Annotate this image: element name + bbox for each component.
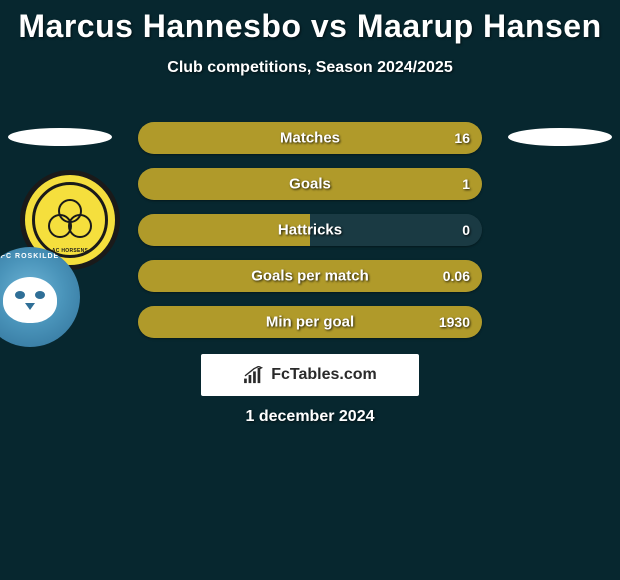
stat-label: Hattricks: [278, 222, 342, 239]
team-left-badge-ring: AC HORSENS: [32, 182, 108, 258]
stat-label: Matches: [280, 130, 340, 147]
team-right-name: FC ROSKILDE: [1, 253, 59, 260]
watermark: FcTables.com: [201, 354, 419, 396]
team-left-badge-rings: [49, 202, 91, 238]
stat-row: Matches 16: [138, 122, 482, 154]
stat-value-right: 1: [462, 176, 470, 192]
watermark-text: FcTables.com: [271, 366, 377, 384]
stats-container: Matches 16 Goals 1 Hattricks 0 Goals per match…: [138, 122, 482, 352]
stat-label: Goals: [289, 176, 331, 193]
player-right-ellipse: [508, 128, 612, 146]
page-title: Marcus Hannesbo vs Maarup Hansen: [0, 0, 620, 45]
stat-row: Hattricks 0: [138, 214, 482, 246]
stat-row: Goals 1: [138, 168, 482, 200]
stat-row: Goals per match 0.06: [138, 260, 482, 292]
stat-value-right: 0: [462, 222, 470, 238]
stat-row: Min per goal 1930: [138, 306, 482, 338]
date-text: 1 december 2024: [246, 408, 375, 426]
chart-icon: [243, 366, 265, 384]
subtitle: Club competitions, Season 2024/2025: [0, 59, 620, 77]
stat-value-right: 16: [454, 130, 470, 146]
stat-label: Goals per match: [251, 268, 369, 285]
stat-value-right: 0.06: [443, 268, 470, 284]
stat-value-right: 1930: [439, 314, 470, 330]
team-right-badge-face: [3, 277, 57, 323]
player-left-ellipse: [8, 128, 112, 146]
stat-label: Min per goal: [266, 314, 354, 331]
